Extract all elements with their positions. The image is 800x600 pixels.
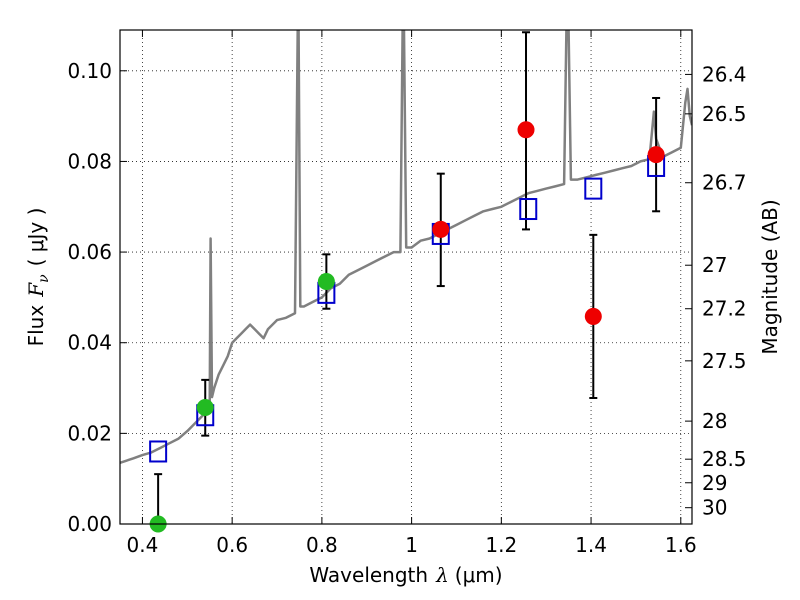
observed-point-marker [432, 220, 450, 238]
x-tick-label: 0.8 [306, 533, 338, 557]
right-tick-label: 28.5 [702, 447, 747, 471]
right-tick-label: 28 [702, 409, 727, 433]
right-tick-label: 26.4 [702, 62, 747, 86]
y-tick-label: 0.00 [67, 512, 112, 536]
observed-point-marker [317, 273, 335, 291]
observed-point-marker [517, 121, 535, 139]
right-tick-label: 27.2 [702, 297, 747, 321]
y-tick-label: 0.02 [67, 421, 112, 445]
model-square-marker [584, 177, 603, 200]
y-tick-label: 0.08 [67, 149, 112, 173]
x-tick-label: 0.6 [216, 533, 248, 557]
model-square-marker [519, 198, 538, 221]
plot-frame [119, 29, 693, 525]
x-tick-label: 0.4 [127, 533, 159, 557]
right-axis-label: Magnitude (AB) [758, 199, 782, 354]
x-axis-label: Wavelength λ (μm) [309, 563, 502, 587]
axis-ticks: 0.4 0.6 0.8 1 1.2 1.4 1.6 0.00 0.02 0.04 0.06 0.08 0… [67, 30, 747, 557]
right-tick-label: 26.5 [702, 102, 747, 126]
model-square-marker [149, 440, 168, 463]
y-tick-label: 0.06 [67, 240, 112, 264]
right-tick-label: 29 [702, 471, 727, 495]
y-tick-label: 0.04 [67, 331, 112, 355]
x-tick-label: 1.4 [575, 533, 607, 557]
x-tick-label: 1 [405, 533, 418, 557]
observed-point-marker [647, 146, 665, 164]
right-tick-label: 30 [702, 496, 727, 520]
observed-point-marker [584, 307, 602, 325]
right-tick-label: 27 [702, 253, 727, 277]
right-tick-label: 27.5 [702, 349, 747, 373]
x-tick-label: 1.2 [485, 533, 517, 557]
spectrum-line [120, 30, 692, 464]
x-tick-label: 1.6 [665, 533, 697, 557]
observed-point-marker [196, 399, 214, 417]
y-tick-label: 0.10 [67, 59, 112, 83]
y-axis-label: FluxFν( μJy ) [24, 208, 52, 347]
plot-area [120, 30, 692, 464]
markers [149, 121, 666, 533]
right-tick-label: 26.7 [702, 171, 747, 195]
